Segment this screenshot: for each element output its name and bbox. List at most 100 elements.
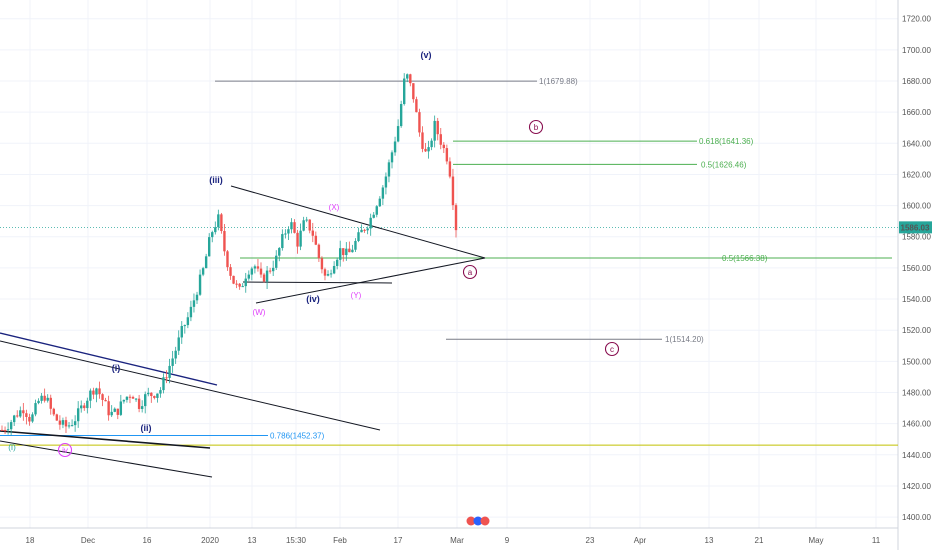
candle[interactable] [43, 388, 46, 403]
candle[interactable] [49, 394, 52, 415]
candle[interactable] [98, 381, 101, 399]
candle[interactable] [378, 196, 382, 208]
candle[interactable] [238, 282, 241, 290]
channel-lower-line-2[interactable] [0, 440, 213, 478]
candle[interactable] [107, 395, 110, 421]
candle[interactable] [314, 231, 318, 246]
candle[interactable] [357, 227, 360, 243]
candle[interactable] [22, 402, 25, 421]
candle[interactable] [119, 394, 123, 417]
candle[interactable] [76, 401, 80, 428]
candle[interactable] [235, 280, 238, 289]
candle[interactable] [192, 293, 196, 313]
candle[interactable] [409, 73, 412, 87]
candle[interactable] [73, 415, 77, 432]
candle[interactable] [430, 138, 433, 151]
candle[interactable] [232, 275, 235, 285]
candle[interactable] [86, 397, 89, 414]
candle[interactable] [55, 413, 59, 421]
candle[interactable] [439, 127, 442, 150]
candle[interactable] [186, 312, 190, 329]
trendlines[interactable] [0, 185, 486, 478]
candle[interactable] [262, 272, 266, 283]
candle[interactable] [104, 397, 107, 402]
candle[interactable] [58, 415, 62, 430]
candle[interactable] [323, 267, 327, 281]
candle[interactable] [299, 223, 302, 251]
candle[interactable] [418, 108, 421, 137]
candle[interactable] [217, 209, 220, 231]
candle[interactable] [34, 399, 37, 417]
time-axis[interactable]: 18 Dec 16 2020 13 15:30 Feb 17 Mar 9 23 … [26, 536, 881, 545]
candle[interactable] [28, 413, 31, 426]
triangle-upper-line[interactable] [230, 185, 486, 259]
candle[interactable] [275, 250, 278, 270]
candle[interactable] [207, 233, 211, 257]
candle[interactable] [268, 267, 272, 274]
candle[interactable] [156, 393, 159, 403]
candle[interactable] [61, 417, 65, 429]
candle[interactable] [390, 150, 394, 169]
candle[interactable] [387, 159, 391, 183]
candle[interactable] [296, 229, 299, 254]
candle[interactable] [259, 262, 263, 278]
candle[interactable] [250, 266, 254, 281]
candle[interactable] [128, 394, 132, 404]
candle[interactable] [147, 387, 150, 397]
candle[interactable] [421, 126, 424, 153]
candle[interactable] [40, 393, 43, 404]
candle[interactable] [436, 117, 439, 141]
candle[interactable] [384, 172, 388, 195]
candle[interactable] [345, 242, 348, 261]
support-line[interactable] [242, 281, 393, 284]
candle[interactable] [131, 395, 135, 399]
candle[interactable] [393, 136, 397, 156]
candle[interactable] [244, 272, 247, 293]
candle[interactable] [122, 399, 126, 404]
candle[interactable] [375, 205, 378, 218]
candle[interactable] [64, 416, 68, 433]
candle[interactable] [281, 229, 284, 251]
candle[interactable] [381, 185, 385, 206]
candle[interactable] [9, 419, 13, 436]
candle[interactable] [335, 257, 339, 270]
candle[interactable] [363, 228, 366, 233]
candle[interactable] [159, 387, 162, 398]
candle[interactable] [271, 260, 275, 277]
candle[interactable] [195, 291, 199, 304]
candle[interactable] [214, 221, 217, 235]
candle[interactable] [168, 358, 171, 384]
candle[interactable] [223, 224, 226, 256]
candle[interactable] [308, 219, 311, 234]
candle[interactable] [339, 240, 342, 267]
candle[interactable] [95, 387, 98, 403]
candle[interactable] [83, 402, 86, 411]
candle[interactable] [332, 261, 336, 275]
candle[interactable] [201, 266, 205, 277]
candle[interactable] [110, 405, 113, 418]
candle[interactable] [134, 397, 138, 402]
triangle-lower-line[interactable] [255, 257, 486, 304]
candle[interactable] [183, 324, 187, 334]
channel-lower-line[interactable] [0, 430, 211, 449]
candle[interactable] [153, 395, 156, 400]
candle[interactable] [320, 256, 324, 274]
candle[interactable] [180, 321, 183, 344]
candle[interactable] [305, 216, 308, 223]
candle[interactable] [451, 168, 455, 210]
candle[interactable] [16, 410, 19, 418]
candle[interactable] [253, 264, 257, 274]
candle[interactable] [433, 115, 436, 148]
candle[interactable] [311, 222, 314, 243]
candle[interactable] [265, 265, 269, 289]
candle[interactable] [177, 330, 180, 355]
candle[interactable] [369, 213, 372, 236]
candle[interactable] [229, 264, 232, 280]
candle[interactable] [360, 224, 363, 233]
candle[interactable] [278, 247, 281, 262]
candle[interactable] [89, 388, 92, 409]
candle[interactable] [198, 269, 202, 296]
candle[interactable] [247, 270, 251, 281]
candles[interactable] [0, 73, 458, 436]
candle[interactable] [137, 394, 141, 413]
